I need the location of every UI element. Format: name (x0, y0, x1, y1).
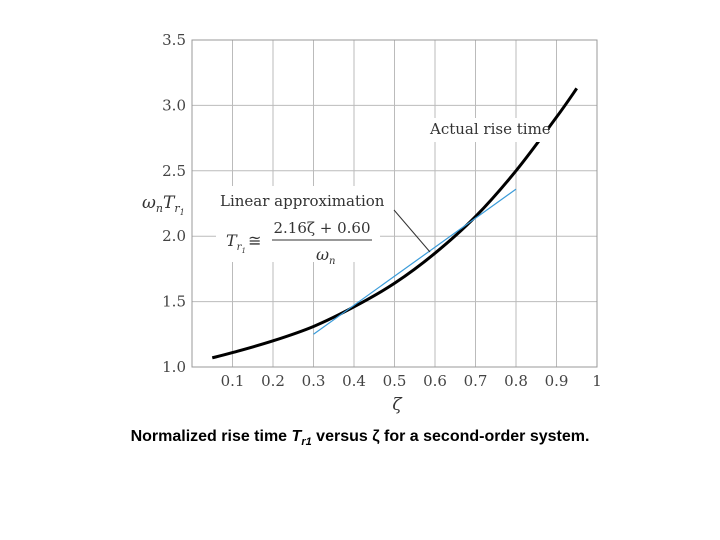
rise-time-chart: 0.1 0.2 0.3 0.4 0.5 0.6 0.7 0.8 0.9 1 1.0 1.5 2.0 2.… (142, 31, 602, 415)
caption-symbol-sub: r1 (301, 436, 312, 449)
x-tick-label: 0.8 (504, 372, 528, 390)
plot-frame (191, 39, 598, 368)
series-lines (211, 87, 578, 360)
figure-caption: Normalized rise time Tr1 versus ζ for a … (0, 428, 720, 448)
caption-suffix: versus ζ for a second-order system. (311, 428, 590, 445)
y-tick-label: 3.0 (162, 96, 186, 114)
y-tick-label: 1.0 (162, 358, 186, 376)
x-tick-labels: 0.1 0.2 0.3 0.4 0.5 0.6 0.7 0.8 0.9 1 (221, 372, 602, 390)
formula-numerator: 2.16ζ + 0.60 (273, 219, 370, 237)
actual-rise-time-label: Actual rise time (429, 120, 551, 138)
x-tick-label: 0.4 (342, 372, 366, 390)
caption-symbol-main: T (291, 428, 302, 445)
y-tick-label: 2.5 (162, 162, 186, 180)
y-axis-label: ωnTr1 (142, 193, 185, 217)
actual-rise-time-curve (211, 87, 578, 360)
caption-prefix: Normalized rise time (130, 428, 292, 445)
x-tick-label: 1 (592, 372, 602, 390)
x-tick-label: 0.3 (302, 372, 326, 390)
x-axis-label: ζ (392, 395, 403, 415)
linear-approximation-label: Linear approximation (220, 192, 385, 210)
y-tick-label: 2.0 (162, 227, 186, 245)
x-tick-label: 0.6 (423, 372, 447, 390)
x-tick-label: 0.5 (383, 372, 407, 390)
formula-denominator: ωn (316, 245, 336, 267)
formula-lhs: Tr1 (226, 231, 246, 255)
y-tick-label: 1.5 (162, 293, 186, 311)
actual-label-bg (396, 118, 548, 142)
y-tick-labels: 1.0 1.5 2.0 2.5 3.0 3.5 (162, 31, 186, 376)
linear-approximation-line (313, 188, 517, 335)
x-tick-label: 0.7 (464, 372, 488, 390)
y-tick-label: 3.5 (162, 31, 186, 49)
linear-pointer-line (393, 209, 431, 253)
caption-symbol: Tr1 (291, 428, 312, 449)
linear-label-bg (216, 186, 380, 262)
x-tick-label: 0.1 (221, 372, 245, 390)
formula-approx: ≅ (248, 231, 261, 250)
x-tick-label: 0.2 (261, 372, 285, 390)
x-tick-label: 0.9 (545, 372, 569, 390)
